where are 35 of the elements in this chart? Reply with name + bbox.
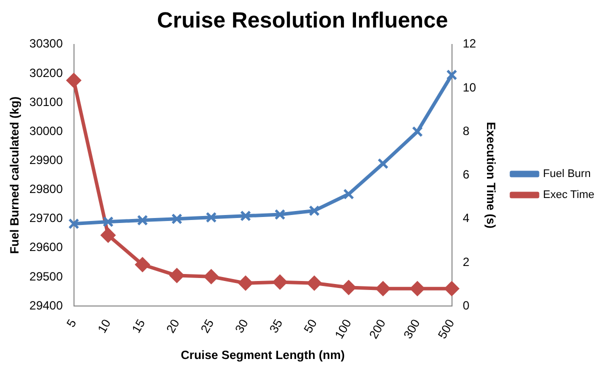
x-tick-label: 50 — [300, 316, 320, 336]
x-tick-label: 10 — [94, 316, 114, 336]
x-tick-label: 200 — [366, 316, 389, 342]
y-tick-label: 30300 — [29, 36, 64, 51]
x-tick-label: 30 — [232, 316, 252, 336]
y2-tick-label: 12 — [462, 36, 476, 51]
x-tick-label: 15 — [129, 316, 148, 336]
legend-label: Exec Time — [543, 189, 594, 202]
x-tick-label: 500 — [435, 316, 458, 342]
y2-axis-title: Execution Time (s) — [484, 122, 498, 228]
chart-title: Cruise Resolution Influence — [157, 7, 448, 32]
y-tick-label: 29700 — [29, 211, 64, 226]
y-tick-label: 29800 — [29, 182, 64, 196]
y2-tick-label: 2 — [462, 254, 470, 269]
x-tick-label: 25 — [198, 316, 217, 336]
y-tick-label: 29400 — [29, 298, 64, 312]
x-tick-label: 20 — [164, 316, 182, 336]
x-tick-label: 35 — [266, 316, 286, 336]
y-tick-label: 30000 — [29, 124, 64, 138]
y-axis-title: Fuel Burned calculated (kg) — [8, 96, 22, 254]
y2-tick-label: 8 — [462, 124, 470, 138]
y2-tick-label: 6 — [462, 168, 470, 182]
y-tick-label: 30200 — [29, 66, 64, 80]
x-tick-label: 300 — [400, 316, 424, 342]
y-tick-label: 30100 — [29, 94, 64, 109]
y-tick-label: 29500 — [29, 269, 64, 284]
y-tick-label: 29600 — [29, 240, 64, 254]
y2-tick-label: 4 — [462, 211, 470, 226]
x-tick-label: 100 — [332, 316, 354, 342]
y-tick-label: 29900 — [29, 153, 64, 168]
x-tick-label: 5 — [64, 316, 80, 330]
y2-tick-label: 10 — [462, 80, 476, 94]
y2-tick-label: 0 — [462, 298, 470, 312]
x-axis-title: Cruise Segment Length (nm) — [180, 348, 345, 362]
legend-label: Fuel Burn — [543, 168, 591, 180]
